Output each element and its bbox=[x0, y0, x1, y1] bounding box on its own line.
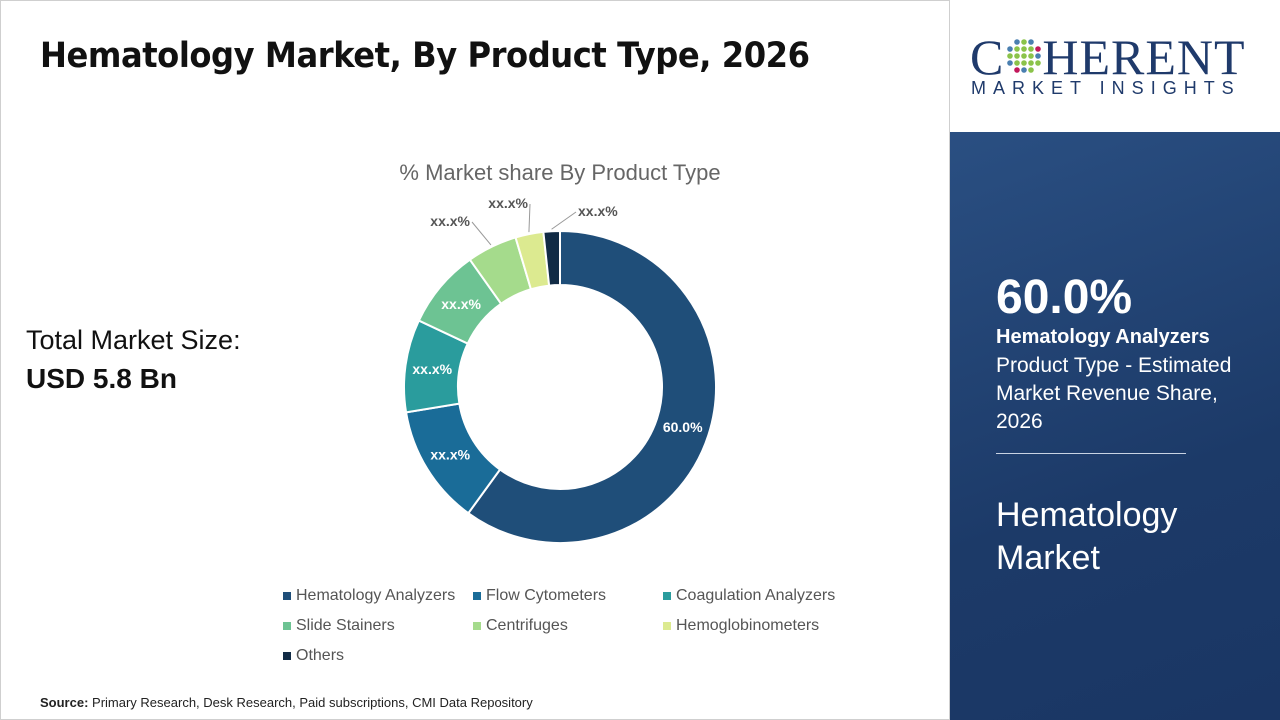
highlight-percent: 60.0% bbox=[996, 271, 1133, 324]
highlight-panel: 60.0% Hematology Analyzers Product Type … bbox=[950, 132, 1280, 720]
globe-dot bbox=[1021, 53, 1027, 59]
leader-line bbox=[471, 221, 492, 246]
globe-dot bbox=[1014, 39, 1020, 45]
data-label: xx.x% bbox=[578, 203, 618, 219]
legend-item: Others bbox=[283, 647, 344, 665]
legend-label: Others bbox=[296, 647, 345, 664]
data-label: xx.x% bbox=[430, 447, 470, 463]
legend-item: Hematology Analyzers bbox=[283, 587, 455, 605]
market-name: Hematology Market bbox=[996, 496, 1178, 577]
legend-swatch bbox=[663, 622, 671, 630]
legend-swatch bbox=[473, 622, 481, 630]
donut-chart: 60.0% xx.x% xx.x% xx.x% xx.x% xx.x% xx.x% bbox=[403, 195, 717, 544]
source-note: Source: Primary Research, Desk Research,… bbox=[40, 695, 533, 710]
legend-swatch bbox=[663, 592, 671, 600]
legend-label: Hemoglobinometers bbox=[676, 617, 820, 634]
data-label: xx.x% bbox=[430, 213, 470, 229]
globe-dot bbox=[1021, 60, 1027, 66]
legend-item: Slide Stainers bbox=[283, 617, 395, 635]
legend-item: Flow Cytometers bbox=[473, 587, 606, 605]
divider bbox=[996, 453, 1186, 454]
legend-label: Coagulation Analyzers bbox=[676, 587, 836, 604]
globe-dot bbox=[1021, 39, 1027, 45]
total-market-label: Total Market Size: bbox=[26, 325, 241, 355]
data-label: 60.0% bbox=[663, 419, 703, 435]
globe-dot bbox=[1014, 46, 1020, 52]
legend-swatch bbox=[283, 652, 291, 660]
globe-dot bbox=[1014, 53, 1020, 59]
globe-dot bbox=[1028, 60, 1034, 66]
page-title: Hematology Market, By Product Type, 2026 bbox=[40, 36, 810, 76]
globe-dot bbox=[1028, 53, 1034, 59]
globe-dot bbox=[1007, 46, 1013, 52]
data-label: xx.x% bbox=[441, 296, 481, 312]
legend-label: Centrifuges bbox=[486, 617, 568, 634]
globe-dot bbox=[1028, 39, 1034, 45]
data-label: xx.x% bbox=[488, 195, 528, 211]
globe-dot bbox=[1035, 46, 1041, 52]
donut-slice-others bbox=[542, 229, 561, 287]
logo-wordmark: C HERENT bbox=[970, 29, 1246, 85]
legend-swatch bbox=[283, 622, 291, 630]
globe-dot bbox=[1028, 46, 1034, 52]
legend-label: Hematology Analyzers bbox=[296, 587, 456, 604]
globe-dot bbox=[1028, 67, 1034, 73]
total-market-value: USD 5.8 Bn bbox=[26, 363, 177, 394]
globe-dot bbox=[1014, 60, 1020, 66]
chart-title: % Market share By Product Type bbox=[399, 160, 721, 185]
globe-dot bbox=[1021, 67, 1027, 73]
globe-dot bbox=[1021, 46, 1027, 52]
source-text: Primary Research, Desk Research, Paid su… bbox=[92, 695, 533, 710]
company-logo: C HERENT MARKET INSIGHTS bbox=[950, 0, 1280, 132]
highlight-segment: Hematology Analyzers bbox=[996, 326, 1210, 348]
globe-dot bbox=[1007, 53, 1013, 59]
globe-dot bbox=[1014, 67, 1020, 73]
source-label: Source: bbox=[40, 695, 89, 710]
legend-swatch bbox=[473, 592, 481, 600]
leader-line bbox=[528, 203, 531, 233]
legend-item: Centrifuges bbox=[473, 617, 568, 635]
data-label: xx.x% bbox=[412, 361, 452, 377]
donut-slice-hematology-analyzers bbox=[466, 229, 717, 544]
leader-line bbox=[551, 211, 577, 230]
globe-dot bbox=[1035, 53, 1041, 59]
legend-swatch bbox=[283, 592, 291, 600]
globe-icon bbox=[1007, 39, 1041, 73]
legend-item: Hemoglobinometers bbox=[663, 617, 819, 635]
globe-dot bbox=[1007, 60, 1013, 66]
legend-label: Slide Stainers bbox=[296, 617, 395, 634]
highlight-description: Product Type - Estimated Market Revenue … bbox=[996, 354, 1232, 433]
logo-tagline: MARKET INSIGHTS bbox=[971, 78, 1241, 98]
globe-dot bbox=[1035, 60, 1041, 66]
legend-label: Flow Cytometers bbox=[486, 587, 607, 604]
legend-item: Coagulation Analyzers bbox=[663, 587, 835, 605]
